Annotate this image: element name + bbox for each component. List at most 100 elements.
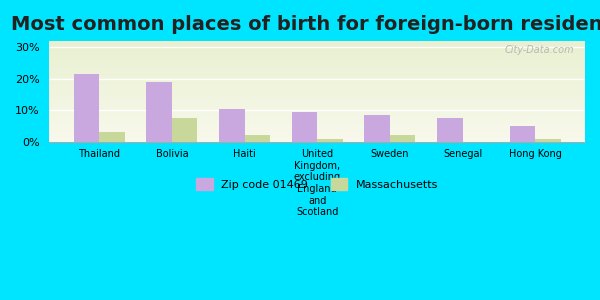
Bar — [49, 138, 585, 139]
Bar — [49, 51, 585, 52]
Bar — [49, 63, 585, 64]
Bar — [49, 105, 585, 106]
Bar — [49, 65, 585, 66]
Bar — [49, 80, 585, 81]
Bar — [49, 76, 585, 77]
Bar — [510, 126, 535, 142]
Bar — [99, 132, 125, 142]
Bar — [49, 95, 585, 96]
Bar — [49, 74, 585, 75]
Bar — [49, 93, 585, 94]
Bar — [49, 52, 585, 53]
Bar — [49, 56, 585, 57]
Bar — [49, 110, 585, 111]
Bar — [49, 118, 585, 119]
Bar — [49, 122, 585, 124]
Bar — [49, 125, 585, 127]
Bar — [49, 67, 585, 68]
Bar — [49, 115, 585, 116]
Bar — [49, 57, 585, 58]
Bar — [49, 41, 585, 42]
Bar — [317, 139, 343, 142]
Bar — [49, 50, 585, 51]
Bar — [49, 99, 585, 101]
Bar — [49, 141, 585, 142]
Bar — [364, 115, 390, 142]
Bar — [49, 134, 585, 136]
Bar — [49, 127, 585, 128]
Bar — [49, 128, 585, 130]
Bar — [49, 62, 585, 63]
Bar — [49, 100, 585, 101]
Bar — [49, 82, 585, 83]
Bar — [390, 135, 415, 142]
Bar — [49, 69, 585, 70]
Bar — [49, 83, 585, 84]
Bar — [49, 118, 585, 119]
Bar — [49, 44, 585, 45]
Bar — [49, 84, 585, 85]
Bar — [146, 82, 172, 142]
Bar — [49, 81, 585, 82]
Bar — [49, 46, 585, 47]
Bar — [49, 119, 585, 121]
Bar — [49, 94, 585, 95]
Bar — [49, 73, 585, 74]
Bar — [49, 47, 585, 48]
Bar — [49, 139, 585, 140]
Bar — [49, 49, 585, 50]
Bar — [49, 104, 585, 105]
Bar — [49, 111, 585, 112]
Title: Most common places of birth for foreign-born residents: Most common places of birth for foreign-… — [11, 15, 600, 34]
Bar — [49, 71, 585, 72]
Bar — [49, 42, 585, 43]
Bar — [49, 78, 585, 79]
Bar — [49, 61, 585, 62]
Bar — [49, 60, 585, 61]
Bar — [49, 136, 585, 138]
Bar — [49, 70, 585, 71]
Bar — [49, 48, 585, 49]
Bar — [49, 54, 585, 55]
Bar — [49, 45, 585, 46]
Bar — [245, 135, 270, 142]
Bar — [49, 90, 585, 91]
Bar — [49, 66, 585, 67]
Bar — [49, 91, 585, 92]
Bar — [49, 107, 585, 108]
Bar — [49, 79, 585, 80]
Bar — [49, 85, 585, 86]
Bar — [49, 53, 585, 54]
Bar — [49, 140, 585, 141]
Bar — [49, 87, 585, 88]
Bar — [49, 108, 585, 110]
Bar — [219, 109, 245, 142]
Bar — [49, 124, 585, 125]
Bar — [292, 112, 317, 142]
Bar — [49, 58, 585, 59]
Bar — [49, 96, 585, 98]
Bar — [49, 68, 585, 69]
Bar — [49, 75, 585, 76]
Bar — [49, 43, 585, 44]
Bar — [49, 103, 585, 104]
Bar — [49, 55, 585, 56]
Bar — [49, 101, 585, 102]
Bar — [49, 113, 585, 115]
Legend: Zip code 01469, Massachusetts: Zip code 01469, Massachusetts — [191, 174, 443, 194]
Bar — [172, 118, 197, 142]
Bar — [49, 86, 585, 87]
Bar — [49, 72, 585, 73]
Bar — [49, 133, 585, 134]
Bar — [49, 59, 585, 60]
Bar — [49, 131, 585, 133]
Bar — [49, 77, 585, 78]
Bar — [49, 106, 585, 107]
Bar — [49, 64, 585, 65]
Bar — [49, 89, 585, 90]
Bar — [535, 140, 560, 142]
Bar — [437, 118, 463, 142]
Bar — [74, 74, 99, 142]
Bar — [49, 92, 585, 93]
Bar — [49, 130, 585, 131]
